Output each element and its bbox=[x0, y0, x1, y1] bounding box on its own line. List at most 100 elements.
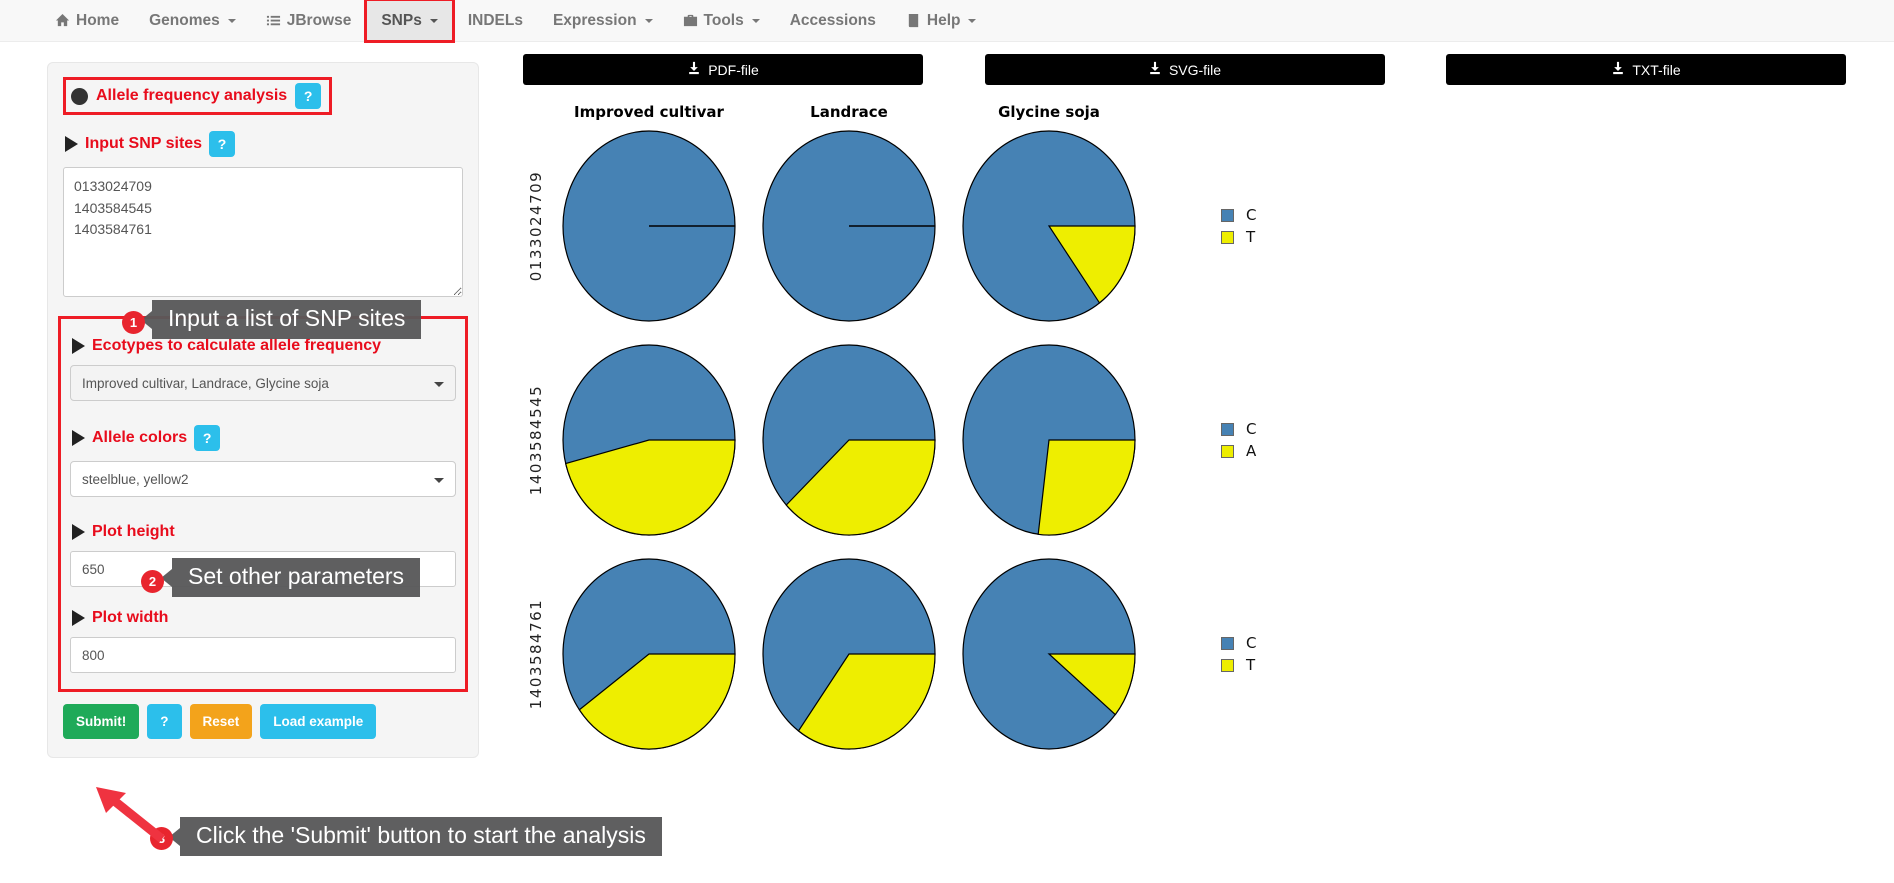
legend-item: T bbox=[1221, 656, 1256, 674]
snp-sites-textarea[interactable]: 0133024709 1403584545 1403584761 bbox=[63, 167, 463, 297]
book-icon bbox=[906, 13, 921, 28]
pie bbox=[962, 344, 1136, 536]
analysis-sidebar-panel: Allele frequency analysis ? Input SNP si… bbox=[47, 62, 479, 758]
allele-colors-select-value: steelblue, yellow2 bbox=[82, 471, 189, 487]
briefcase-icon bbox=[683, 13, 698, 28]
nav-item-label: INDELs bbox=[467, 11, 523, 29]
pie bbox=[562, 558, 736, 750]
legend-letter: C bbox=[1246, 420, 1257, 438]
pie bbox=[962, 558, 1136, 750]
ecotypes-label: Ecotypes to calculate allele frequency bbox=[92, 337, 382, 354]
pie bbox=[562, 130, 736, 322]
triangle-right-icon bbox=[72, 524, 85, 540]
legend-item: C bbox=[1221, 420, 1256, 438]
nav-item-indels[interactable]: INDELs bbox=[453, 0, 538, 41]
pie bbox=[762, 558, 936, 750]
submit-pointer-arrow-icon bbox=[96, 787, 165, 843]
legend-letter: C bbox=[1246, 206, 1257, 224]
allele-colors-help-button[interactable]: ? bbox=[194, 425, 221, 451]
legend-item: A bbox=[1221, 442, 1256, 460]
nav-item-label: Tools bbox=[703, 11, 744, 29]
input-snp-help-button[interactable]: ? bbox=[209, 131, 236, 157]
download-icon bbox=[1148, 61, 1162, 78]
caret-down-icon bbox=[968, 18, 977, 23]
annotation-box-title: Allele frequency analysis ? bbox=[63, 77, 333, 115]
plot-width-label: Plot width bbox=[92, 609, 169, 626]
svg-file-download-button[interactable]: SVG-file bbox=[984, 54, 1385, 85]
pie bbox=[762, 344, 936, 536]
home-icon bbox=[55, 13, 70, 28]
legend-letter: T bbox=[1246, 228, 1256, 246]
ecotypes-section-label: Ecotypes to calculate allele frequency bbox=[72, 337, 456, 355]
pie-cell bbox=[949, 553, 1149, 755]
pdf-file-download-button[interactable]: PDF-file bbox=[523, 54, 923, 85]
legend-letter: C bbox=[1246, 634, 1257, 652]
legend-swatch bbox=[1221, 636, 1234, 650]
ecotypes-select[interactable]: Improved cultivar, Landrace, Glycine soj… bbox=[70, 365, 456, 401]
plot-width-input[interactable] bbox=[70, 637, 456, 673]
annotation-box-parameters: Ecotypes to calculate allele frequency I… bbox=[58, 316, 468, 692]
pie bbox=[762, 130, 936, 322]
page-title: Allele frequency analysis bbox=[96, 87, 288, 104]
pie-row-1403584545: 1403584545 C A bbox=[523, 339, 1846, 541]
legend-item: T bbox=[1221, 228, 1256, 246]
legend-swatch bbox=[1221, 208, 1234, 222]
ecotypes-select-value: Improved cultivar, Landrace, Glycine soj… bbox=[82, 375, 329, 391]
nav-item-jbrowse[interactable]: JBrowse bbox=[251, 0, 367, 41]
submit-button[interactable]: Submit! bbox=[63, 704, 140, 739]
input-snp-label: Input SNP sites bbox=[85, 135, 203, 152]
nav-item-expression[interactable]: Expression bbox=[538, 0, 668, 41]
pie-cell bbox=[749, 553, 949, 755]
legend-swatch bbox=[1221, 444, 1234, 458]
triangle-right-icon bbox=[65, 136, 78, 152]
step-tooltip-1: Input a list of SNP sites bbox=[140, 300, 422, 339]
pie-column-header: Landrace bbox=[810, 103, 888, 121]
caret-down-icon bbox=[227, 18, 236, 23]
step-tooltip-3: Click the 'Submit' button to start the a… bbox=[169, 817, 662, 856]
plot-width-section-label: Plot width bbox=[72, 609, 456, 627]
pie-row-label: 1403584761 bbox=[527, 598, 545, 710]
submit-help-button[interactable]: ? bbox=[147, 704, 182, 739]
nav-item-help[interactable]: Help bbox=[891, 0, 992, 41]
pie bbox=[562, 344, 736, 536]
nav-item-label: SNPs bbox=[381, 11, 422, 29]
step-badge-1: 1 bbox=[122, 311, 145, 334]
plot-height-label: Plot height bbox=[92, 523, 175, 540]
allele-colors-select[interactable]: steelblue, yellow2 bbox=[70, 461, 456, 497]
nav-item-tools[interactable]: Tools bbox=[668, 0, 775, 41]
nav-item-label: Home bbox=[76, 11, 120, 29]
nav-item-snps[interactable]: SNPs bbox=[364, 0, 455, 43]
nav-item-accessions[interactable]: Accessions bbox=[775, 0, 891, 41]
allele-frequency-pie-chart: Improved cultivar Landrace Glycine soja 013… bbox=[523, 103, 1846, 755]
nav-item-home[interactable]: Home bbox=[40, 0, 134, 41]
pie-cell bbox=[949, 339, 1149, 541]
caret-down-icon bbox=[429, 18, 438, 23]
list-icon bbox=[266, 13, 281, 28]
pie-cell bbox=[949, 125, 1149, 327]
input-snp-section-label: Input SNP sites ? bbox=[65, 131, 463, 157]
allele-colors-section-label: Allele colors ? bbox=[72, 425, 456, 451]
pie-column-header: Glycine soja bbox=[998, 103, 1100, 121]
allele-colors-label: Allele colors bbox=[92, 429, 188, 446]
chevron-down-icon bbox=[434, 382, 444, 387]
reset-button[interactable]: Reset bbox=[189, 704, 253, 739]
pie-cell bbox=[749, 125, 949, 327]
step-tooltip-2: Set other parameters bbox=[160, 558, 421, 597]
download-button-label: TXT-file bbox=[1632, 61, 1681, 78]
legend-swatch bbox=[1221, 422, 1234, 436]
caret-down-icon bbox=[644, 18, 653, 23]
legend-swatch bbox=[1221, 230, 1234, 244]
triangle-right-icon bbox=[72, 610, 85, 626]
nav-item-genomes[interactable]: Genomes bbox=[134, 0, 251, 41]
txt-file-download-button[interactable]: TXT-file bbox=[1446, 54, 1846, 85]
top-navbar: Home Genomes JBrowse SNPs INDELs Expression To… bbox=[0, 0, 1894, 43]
load-example-button[interactable]: Load example bbox=[260, 704, 377, 739]
title-help-button[interactable]: ? bbox=[295, 83, 322, 109]
pie-cell bbox=[549, 125, 749, 327]
legend-letter: A bbox=[1246, 442, 1257, 460]
caret-down-icon bbox=[751, 18, 760, 23]
nav-item-label: JBrowse bbox=[286, 11, 352, 29]
